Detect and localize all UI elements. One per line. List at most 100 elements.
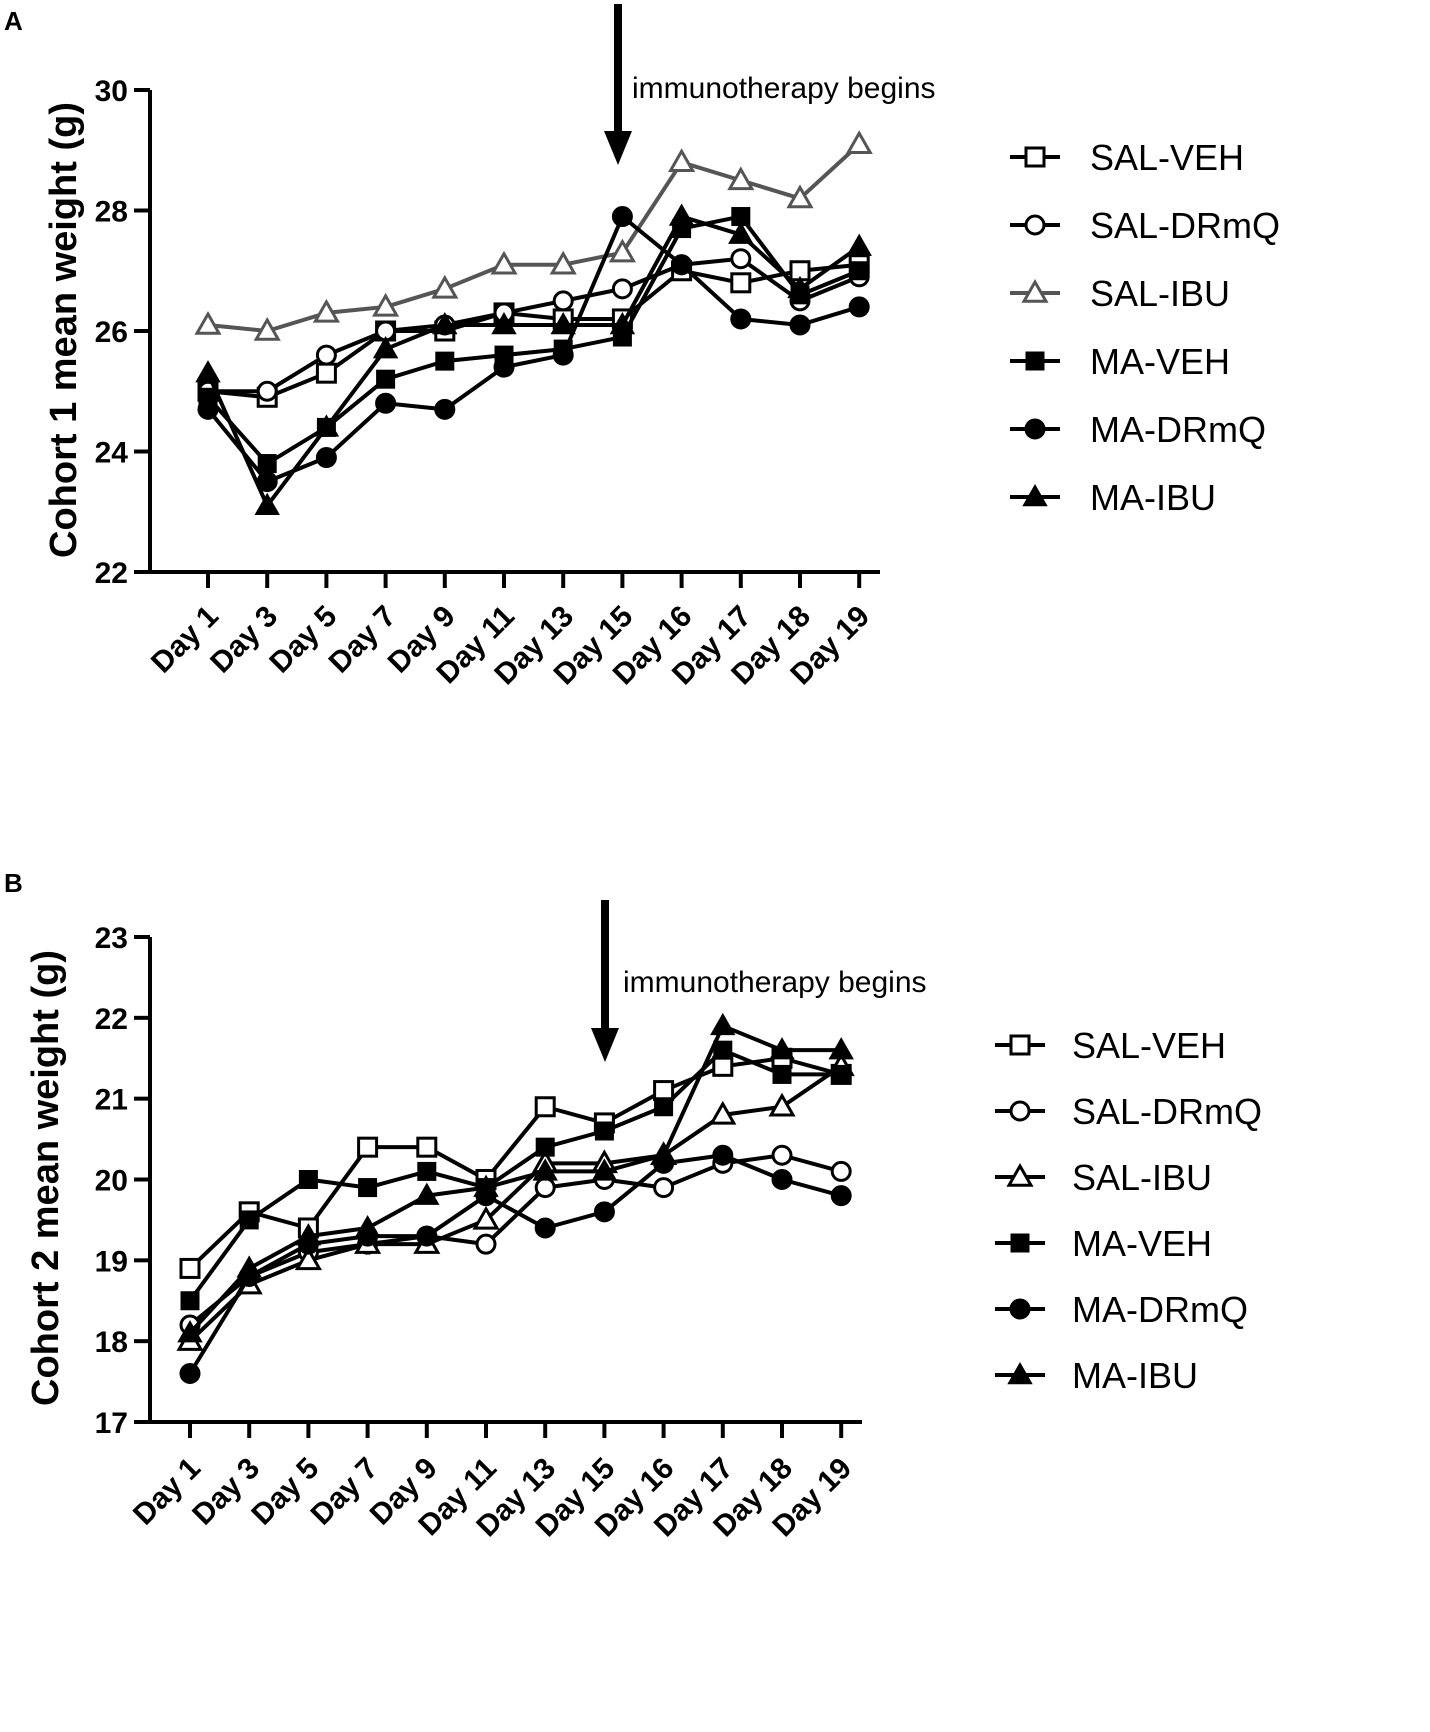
panel-b-point-ma-ibu	[532, 1158, 558, 1181]
panel-b-point-sal-veh	[534, 1096, 556, 1118]
panel-b-legend-marker	[1009, 1100, 1031, 1122]
panel-b-legend-item-sal-drmq: SAL-DRmQ	[995, 1091, 1262, 1132]
panel-a-legend-label: SAL-DRmQ	[1090, 205, 1280, 246]
panel-a-x-tick-label: Day 5	[263, 600, 343, 680]
panel-b-legend-marker	[1006, 1162, 1034, 1187]
panel-a-legend-item-sal-drmq: SAL-DRmQ	[1010, 205, 1280, 246]
panel-b-legend-item-ma-drmq: MA-DRmQ	[995, 1289, 1248, 1330]
panel-b-point-sal-veh	[179, 1257, 201, 1279]
panel-a-point-sal-drmq	[315, 344, 337, 366]
panel-b-point-sal-drmq	[653, 1177, 675, 1199]
panel-b-point-sal-veh	[416, 1136, 438, 1158]
panel-a-point-ma-drmq	[611, 206, 633, 228]
panel-b-legend-item-sal-ibu: SAL-IBU	[995, 1157, 1212, 1198]
panel-a-y-tick-label: 28	[95, 196, 128, 229]
panel-a-point-ma-drmq	[315, 447, 337, 469]
panel-a-point-ma-ibu	[254, 492, 280, 515]
panel-b-legend-label: SAL-DRmQ	[1072, 1091, 1262, 1132]
panel-a-x-tick-label: Day 3	[204, 600, 284, 680]
panel-a-legend-label: MA-IBU	[1090, 477, 1216, 518]
panel-b-point-ma-drmq	[179, 1363, 201, 1384]
panel-b-point-ma-veh	[594, 1121, 614, 1141]
panel-a-point-ma-ibu	[787, 275, 813, 299]
panel-a-legend-item-ma-veh: MA-VEH	[1010, 341, 1230, 382]
panel-a-point-sal-ibu	[372, 292, 400, 317]
panel-a-legend-marker	[1024, 214, 1046, 236]
panel-b-annotation-arrow-head	[591, 1028, 619, 1062]
panel-b-point-ma-ibu	[354, 1214, 381, 1238]
panel-b-point-sal-ibu	[472, 1205, 500, 1230]
panel-b-point-ma-veh	[358, 1178, 378, 1198]
panel-b-legend-label: MA-VEH	[1072, 1223, 1212, 1264]
panel-b-line-ma-veh	[188, 1048, 842, 1302]
panel-a-point-ma-ibu	[728, 221, 754, 244]
panel-a-point-ma-drmq	[730, 308, 752, 330]
panel-a-legend-label: MA-VEH	[1090, 341, 1230, 382]
panel-b-point-sal-veh	[712, 1055, 734, 1077]
panel-b-point-ma-ibu	[473, 1174, 499, 1197]
panel-b-point-ma-drmq	[830, 1185, 852, 1207]
panel-b-series-sal-ibu	[176, 1052, 855, 1351]
panel-a-series-sal-ibu	[194, 130, 873, 341]
panel-b-point-sal-veh	[653, 1080, 675, 1102]
panel-a-legend: SAL-VEH SAL-DRmQ SAL-IBU MA-VEH MA-DRmQ MA-IB…	[1010, 137, 1280, 518]
panel-a-point-sal-ibu	[845, 130, 873, 154]
panel-a-y-tick-label: 22	[95, 557, 128, 590]
panel-b-point-ma-drmq	[416, 1225, 438, 1247]
panel-b-line-ma-ibu	[188, 1023, 842, 1335]
panel-b-point-ma-ibu	[177, 1320, 203, 1343]
panel-a-point-sal-ibu	[786, 184, 814, 209]
panel-a-point-ma-drmq	[848, 296, 870, 318]
panel-a-point-ma-drmq	[375, 392, 397, 414]
panel-a-point-ma-veh	[849, 261, 869, 281]
panel-b-point-ma-veh	[831, 1064, 851, 1084]
panel-b-series-sal-drmq	[179, 1144, 852, 1336]
panel-a-point-ma-ibu	[313, 414, 340, 437]
panel-b-point-ma-veh	[298, 1170, 318, 1189]
panel-b-legend-item-ma-veh: MA-VEH	[995, 1223, 1212, 1264]
panel-b-point-ma-ibu	[828, 1037, 854, 1060]
panel-a-point-ma-veh	[435, 351, 455, 371]
panel-b-y-tick-label: 22	[95, 1003, 128, 1036]
panel-a-point-sal-ibu	[608, 238, 636, 263]
panel-a-legend-marker	[1024, 418, 1046, 440]
panel-a-y-tick-label: 26	[95, 316, 128, 349]
panel-b-point-ma-veh	[713, 1040, 733, 1060]
panel-b-point-sal-ibu	[768, 1092, 796, 1117]
panel-a-legend-item-sal-ibu: SAL-IBU	[1010, 273, 1230, 314]
panel-b-point-ma-veh	[772, 1064, 792, 1084]
panel-a-point-sal-drmq	[730, 248, 752, 270]
panel-a-point-sal-ibu	[431, 274, 459, 299]
panel-b-x-tick-label: Day 7	[305, 1452, 385, 1532]
panel-b-x-tick-label: Day 1	[127, 1452, 207, 1532]
panel-b-point-ma-veh	[535, 1137, 555, 1157]
panel-a-line-sal-ibu	[207, 142, 861, 333]
panel-a-legend-label: SAL-IBU	[1090, 273, 1230, 314]
panel-a-point-ma-ibu	[372, 336, 399, 359]
panel-a-x-tick-label: Day 1	[145, 600, 225, 680]
panel-a-point-sal-ibu	[668, 148, 696, 173]
panel-b-point-ma-ibu	[769, 1037, 795, 1060]
panel-b-y-tick-label: 21	[95, 1084, 128, 1117]
panel-b-legend-marker	[1009, 1034, 1031, 1056]
panel-b-legend-marker	[1009, 1298, 1031, 1320]
panel-a-point-sal-ibu	[312, 298, 340, 323]
panel-a-y-tick-label: 24	[95, 437, 129, 470]
panel-a-series-ma-ibu	[195, 203, 872, 515]
panel-a-point-sal-drmq	[611, 278, 633, 300]
panel-b-legend-marker	[1010, 1233, 1030, 1253]
panel-b-y-tick-label: 19	[95, 1245, 128, 1278]
panel-b-point-ma-ibu	[710, 1012, 736, 1036]
panel-a-point-ma-ibu	[550, 311, 576, 335]
panel-a-legend-marker	[1024, 146, 1046, 168]
panel-a-point-ma-ibu	[609, 311, 636, 335]
panel-a-point-ma-ibu	[491, 311, 517, 335]
panel-b-x-tick-label: Day 5	[245, 1452, 325, 1532]
panel-b-point-ma-ibu	[650, 1142, 677, 1165]
panel-a-line-sal-drmq	[208, 256, 860, 394]
panel-a-letter: A	[4, 6, 23, 36]
panel-b-legend-label: SAL-IBU	[1072, 1157, 1212, 1198]
panel-b-y-tick-label: 23	[95, 922, 128, 955]
